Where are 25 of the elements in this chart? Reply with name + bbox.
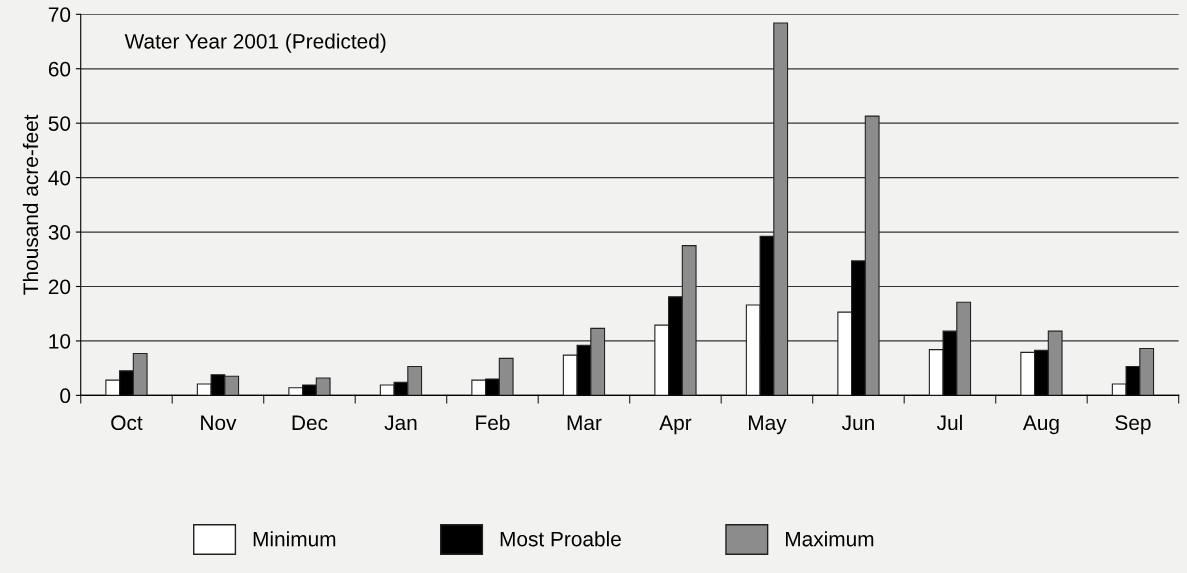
- y-tick-label: 50: [48, 116, 71, 131]
- x-tick-label: May: [748, 415, 787, 435]
- x-tick-label: Oct: [111, 415, 143, 431]
- y-tick-label: 40: [48, 170, 71, 186]
- x-tick-label: Sep: [1115, 415, 1151, 435]
- y-tick-label: 20: [48, 279, 71, 295]
- x-tick-label: Dec: [292, 415, 328, 431]
- x-tick-label: Jun: [841, 415, 874, 431]
- y-tick-label: 0: [60, 388, 71, 404]
- x-tick-label: Nov: [201, 415, 237, 431]
- x-tick-label: Apr: [659, 415, 692, 435]
- x-tick-label: Jul: [936, 414, 962, 431]
- x-tick-label: Jan: [384, 415, 417, 431]
- legend-label: Maximum: [786, 531, 874, 547]
- legend-label: Minimum: [253, 531, 336, 547]
- annotation: Water Year 2001 (Predicted): [124, 33, 386, 53]
- y-tick-label: 30: [48, 225, 71, 240]
- y-tick-label: 60: [48, 61, 71, 77]
- x-tick-label: Aug: [1022, 415, 1059, 435]
- legend-label: Most Proable: [500, 531, 621, 547]
- x-tick-label: Mar: [567, 415, 602, 431]
- y-tick-label: 10: [49, 333, 71, 349]
- y-tick-label: 70: [48, 7, 71, 23]
- x-tick-label: Feb: [476, 414, 510, 431]
- y-axis-title: Thousand acre-feet: [22, 114, 39, 295]
